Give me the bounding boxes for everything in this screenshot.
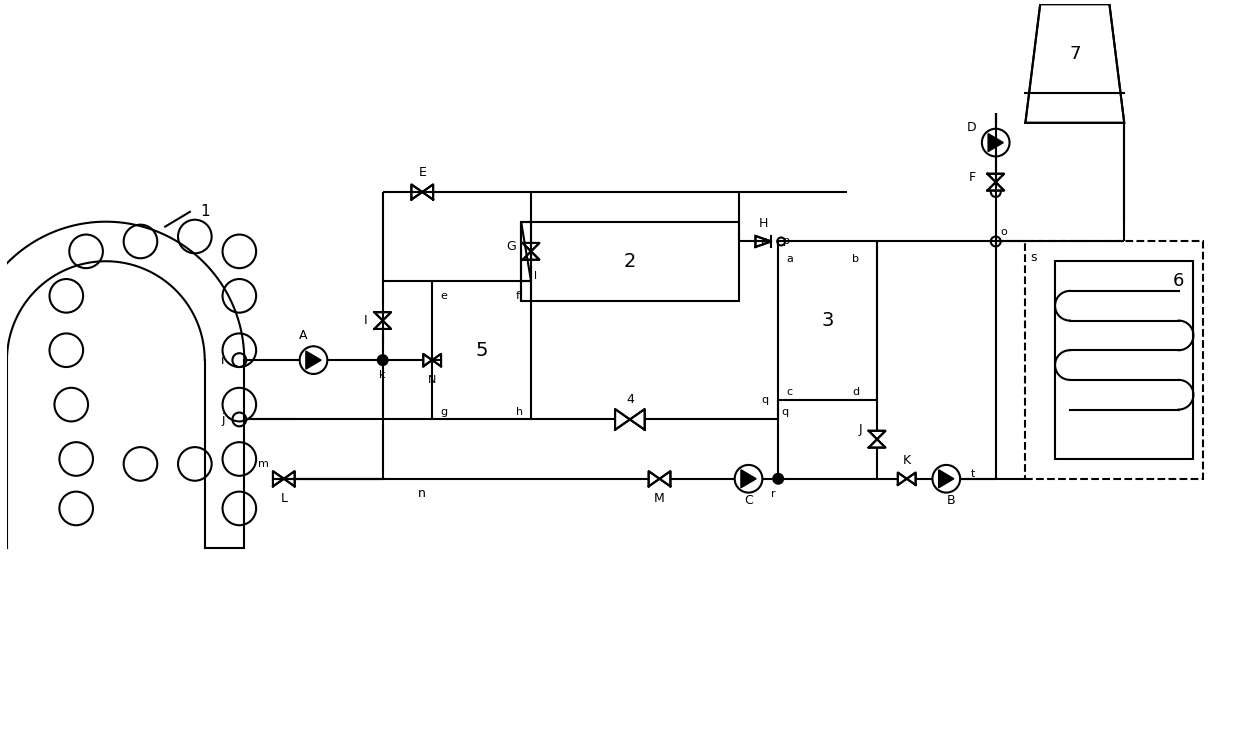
Text: c: c [786, 387, 792, 397]
Text: I: I [365, 314, 368, 327]
Polygon shape [522, 243, 539, 252]
Circle shape [378, 355, 388, 365]
Text: J: J [858, 423, 862, 436]
Text: L: L [280, 492, 288, 505]
Circle shape [774, 474, 784, 484]
Text: o: o [1001, 226, 1007, 237]
Polygon shape [306, 351, 321, 369]
Text: k: k [379, 370, 386, 380]
Polygon shape [869, 431, 885, 440]
Text: H: H [759, 217, 768, 230]
Text: i: i [221, 354, 224, 366]
Text: 1: 1 [200, 204, 210, 219]
Bar [1055, 261, 1193, 459]
Text: N: N [428, 375, 436, 385]
Polygon shape [522, 252, 539, 260]
Polygon shape [423, 184, 433, 200]
Text: F: F [968, 171, 976, 184]
Polygon shape [742, 470, 756, 488]
Polygon shape [755, 236, 771, 247]
Text: C: C [744, 494, 753, 507]
Text: s: s [1030, 252, 1037, 264]
Text: 3: 3 [821, 311, 833, 330]
Polygon shape [898, 473, 906, 485]
Text: q: q [781, 406, 789, 417]
Text: b: b [852, 255, 859, 264]
Polygon shape [649, 471, 660, 486]
Polygon shape [284, 471, 295, 486]
Bar [1025, 241, 1203, 479]
Text: 2: 2 [624, 252, 636, 271]
Text: 5: 5 [475, 340, 487, 360]
Polygon shape [988, 134, 1003, 152]
Text: D: D [966, 121, 976, 134]
Text: A: A [299, 329, 308, 342]
Polygon shape [987, 174, 1004, 182]
Polygon shape [423, 354, 432, 366]
Polygon shape [869, 440, 885, 448]
Polygon shape [987, 182, 1004, 190]
Polygon shape [660, 471, 671, 486]
Text: q: q [761, 394, 769, 405]
Text: 7: 7 [1069, 44, 1080, 63]
Text: r: r [771, 488, 775, 499]
Text: 6: 6 [1173, 272, 1184, 290]
Text: e: e [440, 291, 446, 301]
Text: p: p [784, 237, 790, 246]
Polygon shape [374, 320, 391, 329]
Bar [521, 222, 739, 300]
Text: g: g [440, 406, 448, 417]
Polygon shape [412, 184, 423, 200]
Polygon shape [374, 312, 391, 320]
Text: p: p [761, 237, 769, 246]
Text: j: j [221, 413, 224, 426]
Text: G: G [506, 240, 516, 253]
Text: 4: 4 [626, 393, 634, 406]
Polygon shape [906, 473, 915, 485]
Text: m: m [258, 459, 269, 469]
Text: n: n [418, 487, 427, 500]
Polygon shape [1025, 4, 1125, 123]
Text: h: h [516, 406, 523, 417]
Text: E: E [418, 166, 427, 179]
Text: d: d [852, 387, 859, 397]
Text: M: M [655, 492, 665, 505]
Text: a: a [786, 255, 794, 264]
Bar [432, 281, 531, 420]
Polygon shape [432, 354, 441, 366]
Text: B: B [947, 494, 956, 507]
Polygon shape [939, 470, 954, 488]
Text: l: l [534, 271, 537, 281]
Polygon shape [615, 409, 630, 430]
Polygon shape [273, 471, 284, 486]
Text: f: f [516, 291, 521, 301]
Text: K: K [903, 454, 911, 468]
Bar [779, 241, 877, 400]
Polygon shape [630, 409, 645, 430]
Text: t: t [971, 469, 976, 479]
